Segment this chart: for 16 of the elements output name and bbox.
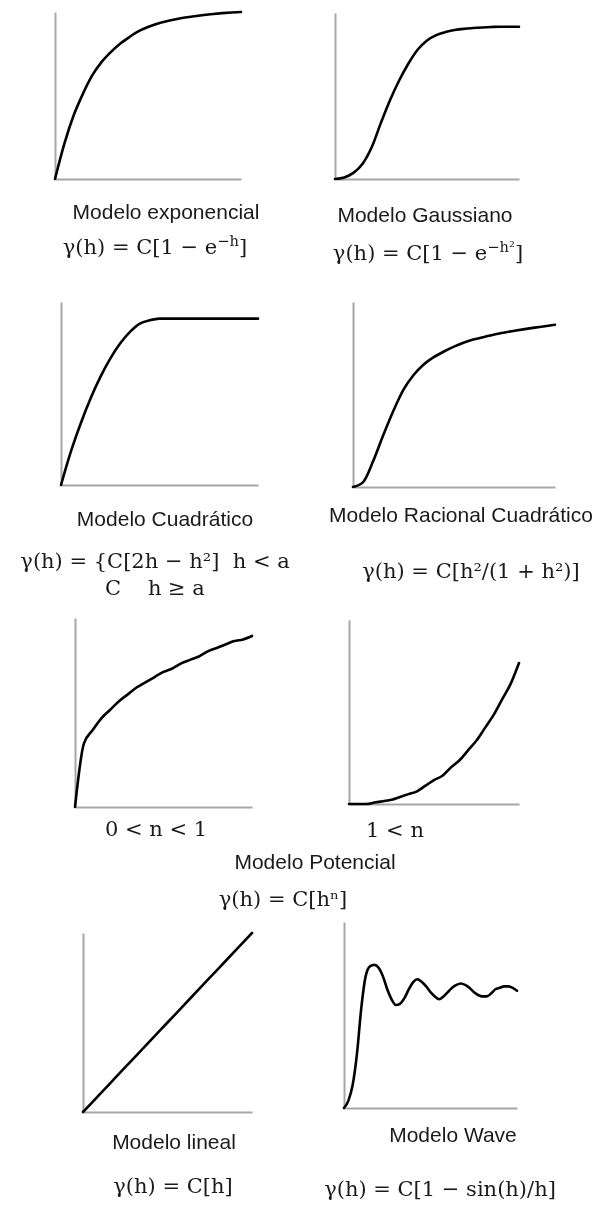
- text: Modelo Wave: [389, 1122, 517, 1148]
- text: γ(h) = C[1 − sin(h)/h]: [324, 1176, 556, 1204]
- text: Modelo Potencial: [234, 849, 396, 875]
- x-axis-title: 1 < n: [366, 817, 424, 845]
- text: Modelo Cuadrático: [76, 506, 254, 532]
- text: Modelo Gaussiano: [337, 202, 513, 228]
- text: Modelo Racional Cuadrático: [329, 502, 593, 528]
- text: γ(h) = C[h²/(1 + h²)]: [362, 558, 580, 586]
- text: γ(h) = C[hⁿ]: [218, 886, 348, 914]
- text: Modelo exponencial: [72, 199, 260, 225]
- text: γ(h) = C[h]: [113, 1173, 233, 1201]
- text: γ(h) = C[1 − e$^{−h²}$]: [332, 238, 524, 268]
- text: γ(h) = {C[2h − h²] h < a C h ≥ a: [20, 547, 290, 602]
- text: γ(h) = C[1 − e$^{−h}$]: [62, 232, 248, 262]
- x-axis-title: 0 < n < 1: [104, 816, 208, 844]
- text: Modelo lineal: [112, 1129, 236, 1155]
